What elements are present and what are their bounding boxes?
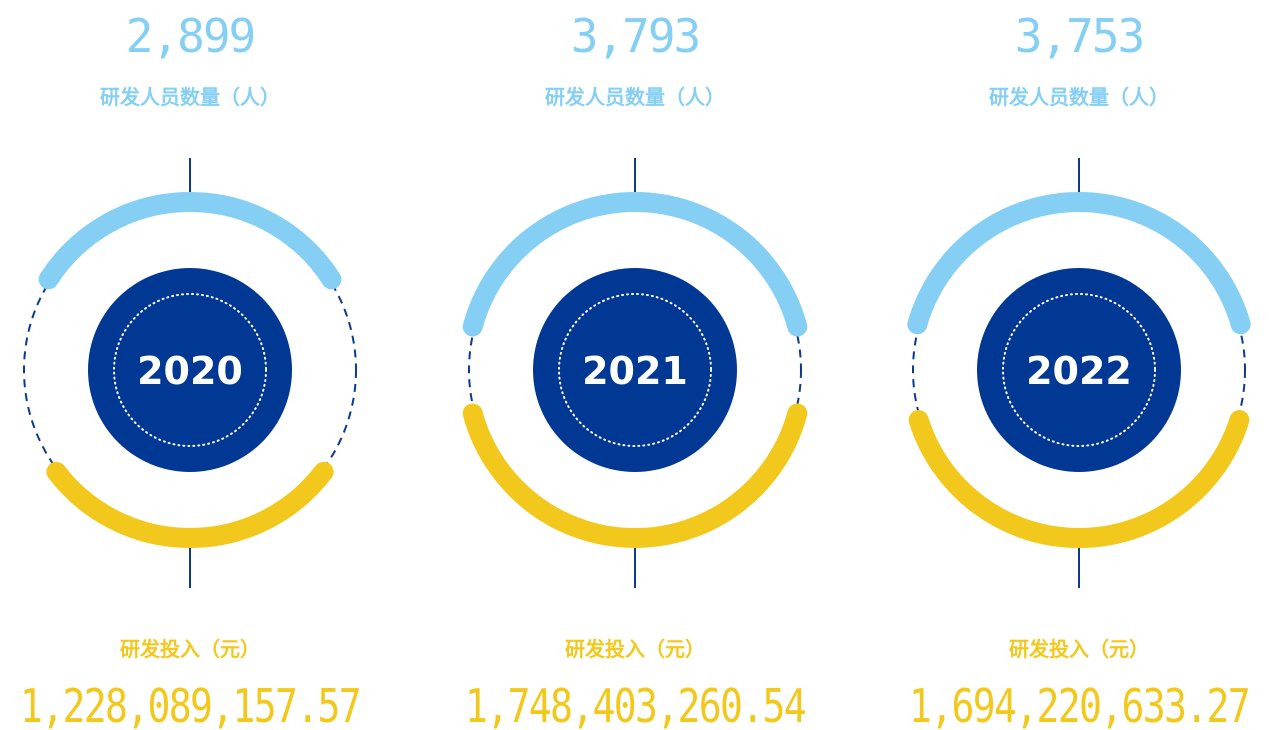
investment-arc — [462, 403, 808, 548]
dotted-ring — [558, 293, 712, 447]
staff-number: 3,793 — [571, 9, 699, 63]
investment-number: 1,694,220,633.27 — [909, 679, 1249, 730]
investment-arc — [908, 410, 1250, 548]
investment-number: 1,748,403,260.54 — [465, 679, 805, 730]
investment-number: 1,228,089,157.57 — [20, 679, 360, 730]
investment-label: 研发投入（元） — [1009, 637, 1149, 661]
dotted-ring — [113, 293, 267, 447]
staff-number: 3,753 — [1015, 9, 1143, 63]
year: 2021 — [582, 349, 688, 393]
year-disc — [88, 268, 292, 472]
investment-label: 研发投入（元） — [565, 637, 705, 661]
dotted-ring — [1002, 293, 1156, 447]
year: 2020 — [137, 349, 243, 393]
staff-label: 研发人员数量（人） — [989, 85, 1169, 109]
dashed-ring — [468, 203, 802, 537]
year-disc — [977, 268, 1181, 472]
staff-label: 研发人员数量（人） — [100, 85, 280, 109]
dashed-ring — [23, 203, 357, 537]
staff-number: 2,899 — [126, 9, 254, 63]
year-disc — [533, 268, 737, 472]
staff-label: 研发人员数量（人） — [545, 85, 725, 109]
staff-arc — [462, 192, 808, 337]
investment-arc — [46, 461, 334, 548]
year: 2022 — [1026, 349, 1132, 393]
investment-label: 研发投入（元） — [120, 637, 260, 661]
staff-arc — [38, 192, 342, 290]
dashed-ring — [912, 203, 1246, 537]
staff-arc — [907, 192, 1251, 335]
